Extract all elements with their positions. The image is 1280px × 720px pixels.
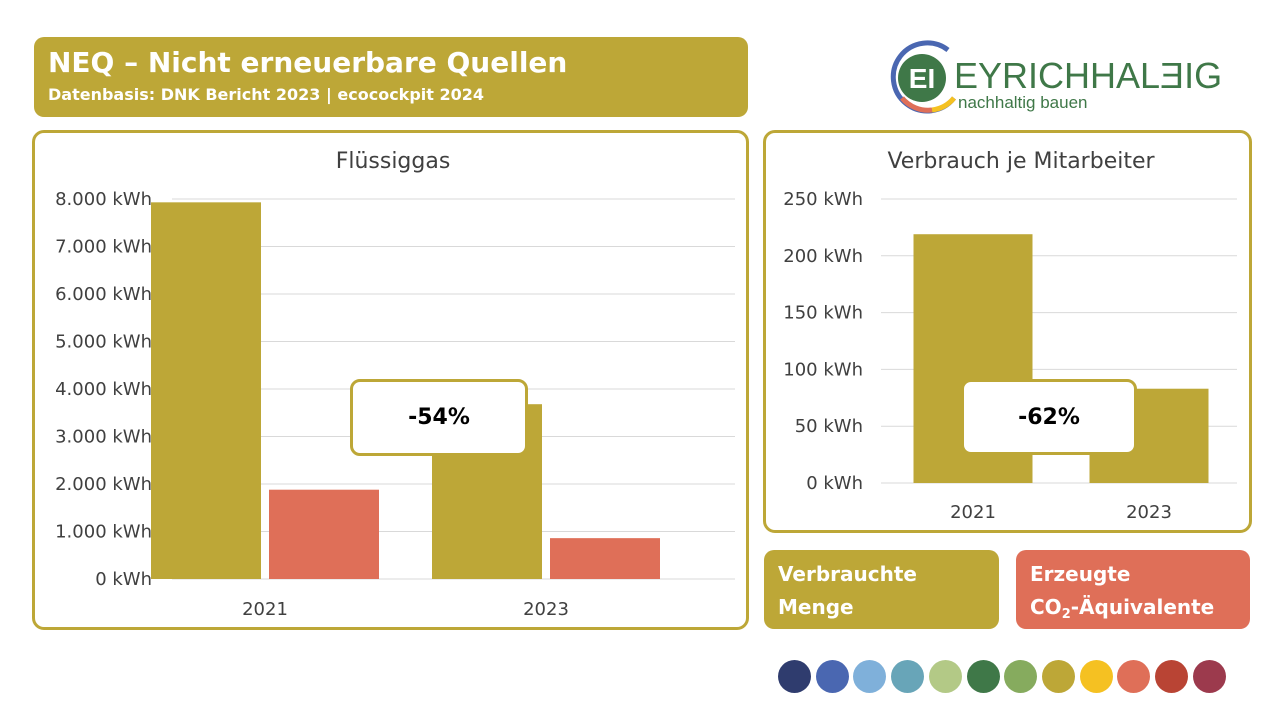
y-tick-label: 4.000 kWh — [55, 379, 152, 400]
legend-label: Erzeugte — [1030, 562, 1131, 586]
y-tick-label: 3.000 kWh — [55, 427, 152, 448]
y-tick-label: 1.000 kWh — [55, 522, 152, 543]
palette-dot — [1041, 660, 1075, 693]
x-tick-label: 2023 — [1126, 502, 1172, 523]
y-tick-label: 5.000 kWh — [55, 332, 152, 353]
color-palette — [778, 660, 1238, 694]
palette-dot — [891, 660, 925, 693]
palette-dot — [1079, 660, 1113, 693]
y-tick-label: 250 kWh — [783, 189, 863, 210]
y-tick-label: 100 kWh — [783, 359, 863, 380]
per-employee-chart: Verbrauch je Mitarbeiter 0 kWh 50 kWh 100 … — [783, 149, 1237, 523]
y-tick-label: 8.000 kWh — [55, 189, 152, 210]
logo-graphic: EI EYRICHHALƎIG nachhaltig bauen — [890, 40, 1222, 114]
y-tick-label: 0 kWh — [806, 473, 863, 494]
palette-dot — [1117, 660, 1151, 693]
bar — [151, 202, 261, 579]
logo-brand: EYRICHHALƎIG — [954, 55, 1222, 96]
page-title: NEQ – Nicht erneuerbare Quellen — [48, 46, 568, 79]
change-callout: -54% — [350, 379, 528, 456]
legend-co2-equivalents: Erzeugte CO2-Äquivalente — [1016, 550, 1250, 629]
palette-dot — [853, 660, 887, 693]
change-callout: -62% — [961, 379, 1137, 455]
y-tick-label: 6.000 kWh — [55, 284, 152, 305]
palette-dot — [1155, 660, 1188, 693]
y-tick-label: 2.000 kWh — [55, 474, 152, 495]
palette-dot — [928, 660, 962, 693]
y-tick-label: 50 kWh — [795, 416, 863, 437]
page-header: NEQ – Nicht erneuerbare Quellen Datenbas… — [34, 37, 748, 117]
y-tick-label: 7.000 kWh — [55, 237, 152, 258]
palette-dot — [1004, 660, 1038, 693]
chart-title: Flüssiggas — [336, 149, 451, 174]
x-tick-label: 2021 — [950, 502, 996, 523]
bar — [550, 538, 660, 579]
chart-title: Verbrauch je Mitarbeiter — [887, 149, 1155, 174]
palette-dot — [815, 660, 849, 693]
svg-text:EI: EI — [909, 63, 935, 94]
company-logo: EI EYRICHHALƎIG nachhaltig bauen — [888, 40, 1228, 116]
logo-tagline: nachhaltig bauen — [958, 93, 1088, 112]
chart-panel-per-employee: Verbrauch je Mitarbeiter 0 kWh 50 kWh 100 … — [763, 130, 1252, 533]
palette-dot — [778, 660, 811, 693]
legend-label: Verbrauchte — [778, 562, 917, 586]
legend-consumed-amount: Verbrauchte Menge — [764, 550, 999, 629]
y-tick-label: 200 kWh — [783, 246, 863, 267]
palette-dot — [1192, 660, 1226, 693]
palette-dot — [966, 660, 1000, 693]
x-tick-label: 2023 — [523, 599, 569, 620]
eh-monogram-icon: EI — [890, 40, 956, 114]
x-tick-label: 2021 — [242, 599, 288, 620]
page-subtitle: Datenbasis: DNK Bericht 2023 | ecocockpi… — [48, 85, 485, 104]
y-tick-label: 150 kWh — [783, 303, 863, 324]
y-tick-label: 0 kWh — [95, 569, 152, 590]
bar — [269, 489, 379, 579]
legend-label: Menge — [778, 595, 854, 619]
legend-label: CO2-Äquivalente — [1030, 595, 1215, 622]
